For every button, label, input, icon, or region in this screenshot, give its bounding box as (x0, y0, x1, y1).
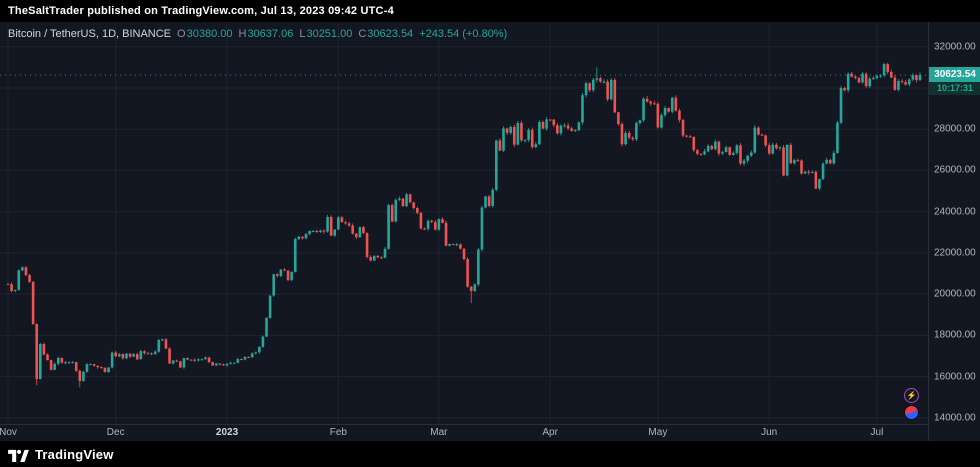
symbol-legend: Bitcoin / TetherUS, 1D, BINANCE O 30380.0… (8, 28, 507, 40)
time-tick-label: Feb (329, 427, 347, 438)
chart-plot[interactable]: Bitcoin / TetherUS, 1D, BINANCE O 30380.0… (0, 22, 928, 424)
tradingview-footer: TradingView (0, 441, 980, 467)
ohlc-close: C 30623.54 (358, 28, 414, 40)
bar-countdown: 10:17:31 (929, 82, 980, 96)
price-tick-label: 14000.00 (934, 412, 976, 424)
chart-area: Bitcoin / TetherUS, 1D, BINANCE O 30380.0… (0, 22, 980, 441)
price-axis[interactable]: 30623.54 10:17:31 32000.0030000.0028000.… (928, 22, 980, 441)
ohlc-high: H 30637.06 (238, 28, 294, 40)
price-tick-label: 16000.00 (934, 371, 976, 383)
price-change: +243.54 (+0.80%) (419, 28, 508, 40)
time-tick-label: Nov (0, 427, 17, 438)
reaction-badge-icon[interactable] (904, 405, 919, 420)
lightning-icon[interactable]: ⚡ (904, 388, 919, 403)
symbol-title[interactable]: Bitcoin / TetherUS, 1D, BINANCE (8, 28, 172, 40)
price-tick-label: 26000.00 (934, 164, 976, 176)
footer-brand[interactable]: TradingView (35, 446, 114, 462)
current-price-badge: 30623.54 (929, 67, 980, 83)
price-tick-label: 22000.00 (934, 247, 976, 259)
ohlc-low: L 30251.00 (299, 28, 353, 40)
price-tick-label: 32000.00 (934, 41, 976, 53)
time-tick-label: Dec (106, 427, 125, 438)
price-tick-label: 24000.00 (934, 206, 976, 218)
ohlc-open: O 30380.00 (177, 28, 233, 40)
price-tick-label: 20000.00 (934, 288, 976, 300)
tradingview-logo-icon[interactable] (8, 447, 29, 462)
floating-actions: ⚡ (904, 388, 919, 420)
price-tick-label: 28000.00 (934, 123, 976, 135)
time-axis[interactable]: Nov Dec 2023 Feb Mar Apr May Jun Jul (0, 424, 928, 441)
time-tick-label: 2023 (215, 427, 239, 438)
price-tick-label: 18000.00 (934, 329, 976, 341)
candlestick-chart[interactable] (0, 22, 928, 424)
attribution-bar: TheSaltTrader published on TradingView.c… (0, 0, 980, 22)
time-tick-label: Apr (542, 427, 558, 438)
time-tick-label: May (648, 427, 668, 438)
attribution-text: TheSaltTrader published on TradingView.c… (8, 5, 394, 17)
time-tick-label: Jul (870, 427, 884, 438)
time-tick-label: Mar (430, 427, 448, 438)
time-tick-label: Jun (761, 427, 778, 438)
